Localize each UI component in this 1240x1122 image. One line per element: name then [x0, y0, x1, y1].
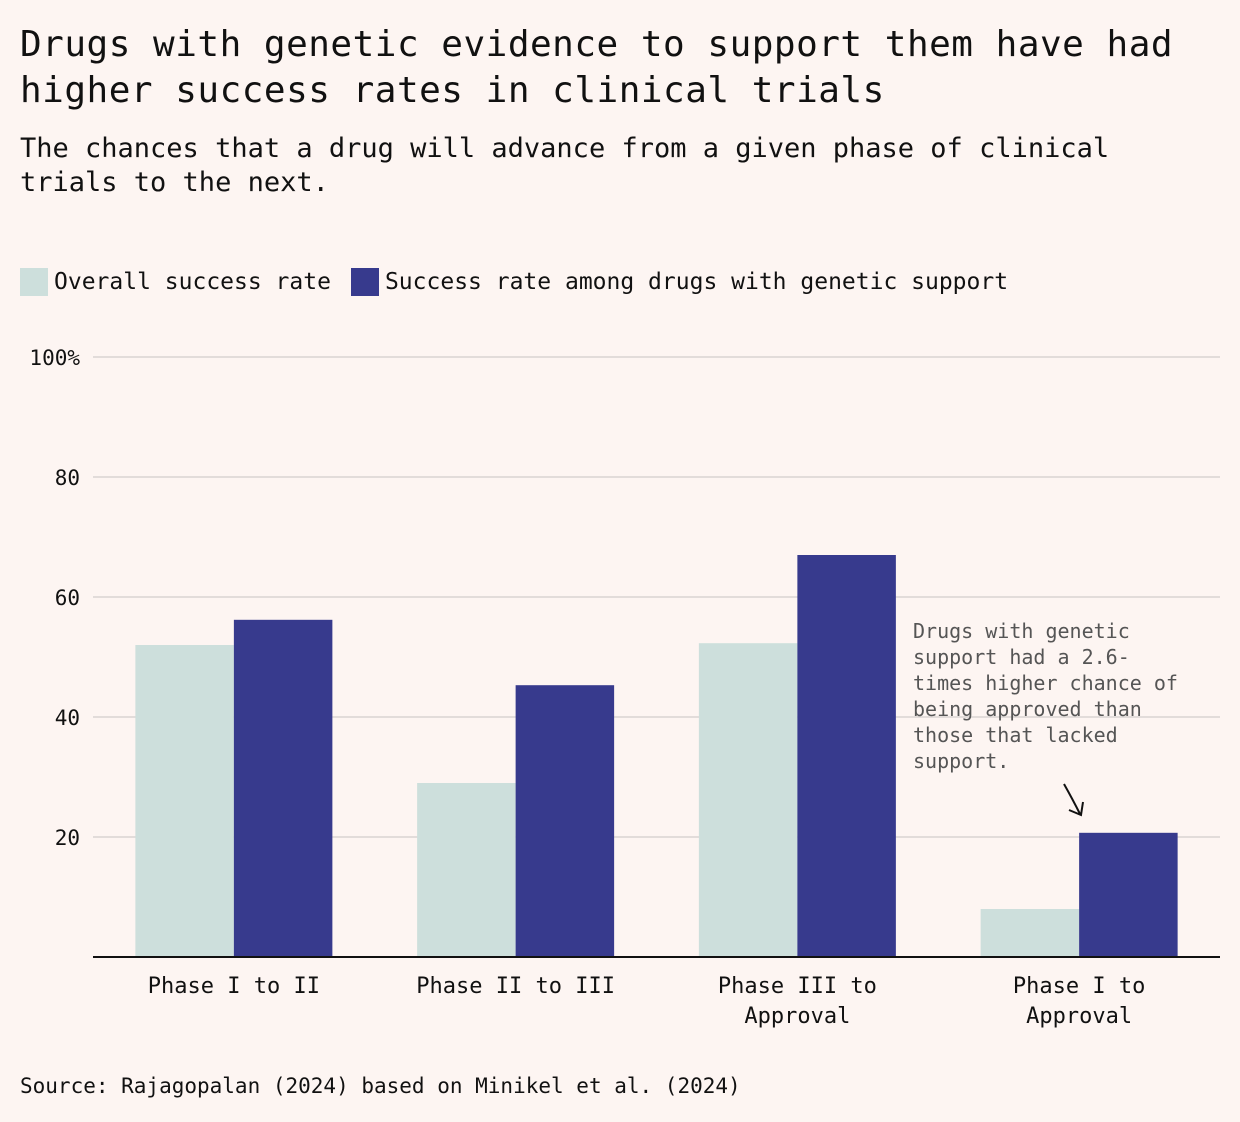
legend: Overall success rate Success rate among …	[20, 268, 1028, 296]
x-tick-label: Approval	[1026, 1004, 1132, 1029]
bar-genetic	[515, 685, 615, 957]
x-tick-label: Phase I to	[1013, 974, 1145, 999]
bar-genetic	[233, 619, 333, 957]
legend-item-genetic: Success rate among drugs with genetic su…	[350, 268, 1009, 296]
x-tick-label: Phase III to	[718, 974, 877, 999]
y-tick-label: 80	[55, 466, 80, 490]
legend-swatch-overall	[20, 268, 48, 296]
annotation-text: those that lacked	[913, 723, 1118, 747]
x-tick-label: Approval	[744, 1004, 850, 1029]
bar-overall	[417, 783, 516, 957]
bar-genetic	[1079, 832, 1178, 957]
source-note: Source: Rajagopalan (2024) based on Mini…	[20, 1074, 741, 1098]
y-tick-label: 20	[55, 826, 80, 850]
bar-overall	[698, 643, 798, 957]
chart-title: Drugs with genetic evidence to support t…	[20, 24, 1174, 111]
annotation-arrow	[1063, 783, 1081, 815]
annotation-text: support.	[913, 749, 1009, 773]
legend-label-overall: Overall success rate	[54, 269, 331, 295]
legend-item-overall: Overall success rate	[20, 268, 331, 296]
x-tick-label: Phase I to II	[148, 974, 320, 999]
y-tick-label: 40	[55, 706, 80, 730]
annotation-text: times higher chance of	[913, 671, 1178, 695]
legend-label-genetic: Success rate among drugs with genetic su…	[384, 269, 1009, 295]
x-tick-label: Phase II to III	[416, 974, 615, 999]
bar-overall	[980, 909, 1080, 957]
y-tick-label: 60	[55, 586, 80, 610]
legend-swatch-genetic	[350, 268, 379, 296]
bar-genetic	[797, 555, 896, 957]
annotation-text: support had a 2.6-	[913, 645, 1130, 669]
annotation-arrowhead	[1068, 801, 1084, 817]
y-tick-label: 100%	[29, 346, 80, 370]
bar-overall	[135, 645, 234, 957]
chart-subtitle: The chances that a drug will advance fro…	[20, 133, 1110, 198]
annotation-text: being approved than	[913, 697, 1142, 721]
annotation-text: Drugs with genetic	[913, 619, 1130, 643]
